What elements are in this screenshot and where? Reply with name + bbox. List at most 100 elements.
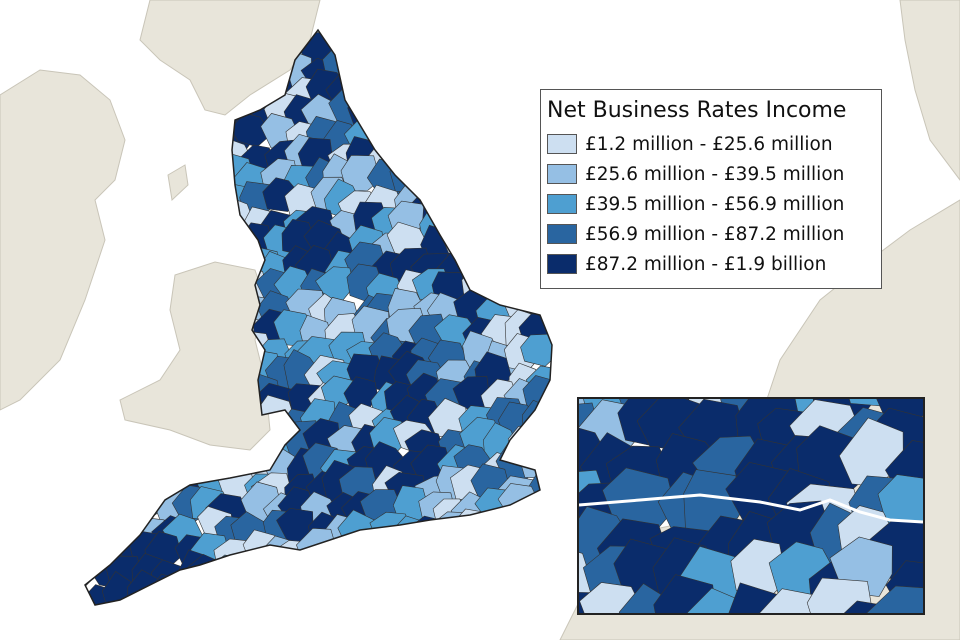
local-authority-area [477,53,520,94]
local-authority-area [306,574,348,605]
local-authority-area [133,273,173,313]
local-authority-area [452,121,492,161]
local-authority-area [530,30,552,64]
local-authority-area [495,243,533,280]
local-authority-area [451,225,490,268]
legend-label: £87.2 million - £1.9 billion [585,253,827,275]
local-authority-area [452,572,495,605]
local-authority-area [85,32,121,67]
local-authority-area [85,362,103,399]
local-authority-area [408,160,448,197]
legend-label: £1.2 million - £25.6 million [585,133,833,155]
local-authority-area [432,182,472,220]
local-authority-area [132,316,172,351]
local-authority-area [474,249,517,286]
legend-swatch [547,224,577,244]
local-authority-area [171,220,211,262]
local-authority-area [438,30,483,64]
local-authority-area [103,297,142,338]
local-authority-area [501,30,540,62]
legend-title: Net Business Rates Income [547,98,847,123]
local-authority-area [153,447,195,490]
local-authority-area [85,405,125,446]
isle-of-man [167,164,189,202]
local-authority-area [461,246,499,282]
local-authority-area [407,72,447,109]
local-authority-area [480,86,520,132]
local-authority-area [501,44,543,84]
local-authority-area [126,331,164,366]
local-authority-area [101,64,142,104]
local-authority-area [344,585,387,605]
legend-item: £1.2 million - £25.6 million [547,129,875,159]
local-authority-area [408,526,451,566]
local-authority-area [517,518,552,555]
local-authority-area [85,583,92,605]
local-authority-area [85,514,122,557]
legend: Net Business Rates Income £1.2 million -… [540,89,882,289]
local-authority-area [351,37,390,72]
wales [119,261,271,451]
local-authority-area [472,536,512,578]
local-authority-area [493,91,531,128]
local-authority-area [522,30,552,41]
local-authority-area [388,31,433,67]
local-authority-area [124,246,160,284]
local-authority-area [384,30,426,39]
local-authority-area [123,157,158,198]
local-authority-area [427,121,465,160]
local-authority-area [101,241,141,282]
local-authority-area [186,176,229,218]
local-authority-area [494,266,537,310]
local-authority-area [100,54,137,92]
london-inset [577,397,925,615]
local-authority-area [505,30,544,42]
legend-swatch [547,194,577,214]
local-authority-area [108,445,146,483]
local-authority-area [143,115,183,154]
ireland [0,69,126,411]
local-authority-area [94,271,137,310]
local-authority-area [85,460,98,500]
local-authority-area [96,468,140,509]
local-authority-area [520,333,552,367]
local-authority-area [523,426,552,465]
local-authority-area [155,75,194,117]
local-authority-area [304,559,346,597]
scandinavia [899,0,960,181]
legend-swatch [547,164,577,184]
local-authority-area [504,557,544,595]
local-authority-area [461,93,502,133]
local-authority-area [365,30,404,60]
local-authority-area [85,399,106,443]
local-authority-area [100,484,139,525]
local-authority-area [188,139,230,181]
local-authority-area [484,580,521,605]
local-authority-area [408,583,445,605]
local-authority-area [480,30,522,42]
local-authority-area [274,562,316,600]
local-authority-area [516,549,552,587]
local-authority-area [866,585,923,613]
local-authority-area [503,165,539,205]
local-authority-area [85,377,97,416]
local-authority-area [504,186,540,225]
legend-label: £25.6 million - £39.5 million [585,163,845,185]
local-authority-area [328,541,370,578]
local-authority-area [480,179,520,219]
local-authority-area [504,206,544,240]
local-authority-area [472,114,514,151]
local-authority-area [85,527,92,566]
local-authority-area [388,568,425,605]
local-authority-area [437,153,476,196]
local-authority-area [494,537,540,579]
local-authority-area [132,223,171,264]
local-authority-area [123,179,166,219]
local-authority-area [221,586,257,605]
local-authority-area [409,90,448,130]
local-authority-area [346,559,386,599]
local-authority-area [389,155,432,193]
local-authority-area [485,203,524,243]
local-authority-area [493,137,536,177]
